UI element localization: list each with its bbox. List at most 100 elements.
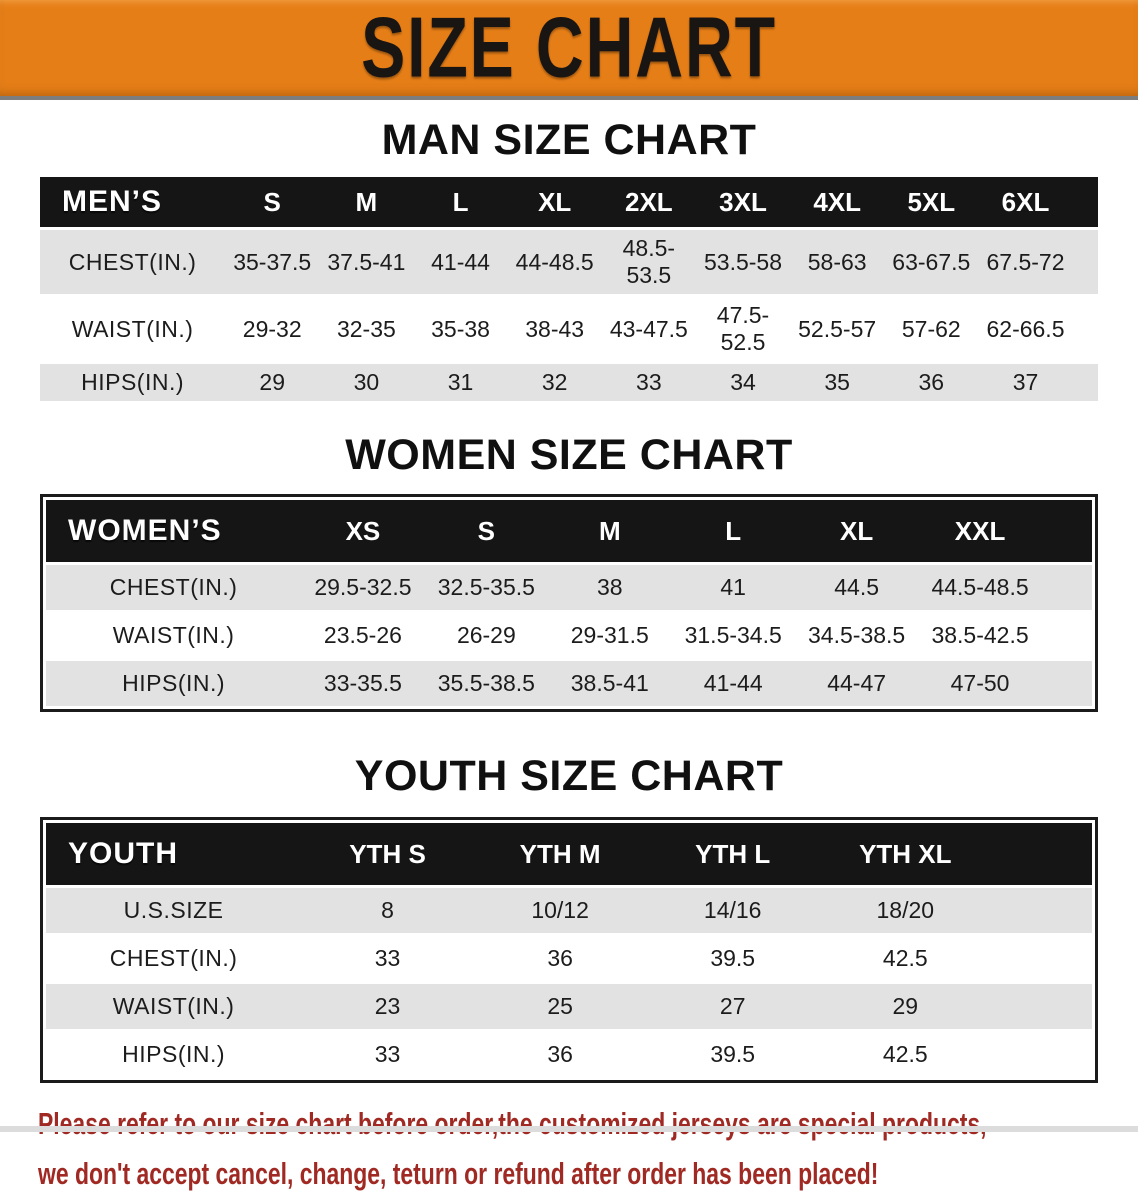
size-cell: 43-47.5 [601,297,696,361]
size-cell: 14/16 [646,888,819,933]
size-cell: 42.5 [819,936,992,981]
youth-table-frame: YOUTH YTH S YTH M YTH L YTH XL U.S.SIZE 8 10/12… [40,817,1098,1083]
youth-section-heading: YOUTH SIZE CHART [354,752,784,800]
size-cell: 36 [473,1032,647,1077]
row-label: HIPS(IN.) [46,1032,302,1077]
row-label: WAIST(IN.) [40,297,226,361]
table-row: CHEST(IN.) 35-37.5 37.5-41 41-44 44-48.5 48.5… [40,230,1098,294]
men-table-frame: MEN’S S M L XL 2XL 3XL 4XL 5XL 6XL CHEST(IN.) 35-37… [40,174,1098,404]
men-table-corner-label: MEN’S [40,177,226,227]
row-label: WAIST(IN.) [46,984,302,1029]
size-cell: 31.5-34.5 [671,613,795,658]
size-cell: 29-32 [225,297,320,361]
header-filler [1041,500,1092,562]
row-label: CHEST(IN.) [46,565,302,610]
size-cell: 44-47 [794,661,919,706]
table-row: WAIST(IN.) 29-32 32-35 35-38 38-43 43-47.5 47.… [40,297,1098,361]
size-cell: 36 [884,364,979,401]
size-cell: 53.5-58 [695,230,791,294]
women-column-header: L [671,500,795,562]
women-header-row: WOMEN’S XS S M L XL XXL [46,500,1092,562]
men-column-header: M [319,177,414,227]
men-column-header: 5XL [884,177,979,227]
size-cell: 37 [978,364,1073,401]
men-column-header: 6XL [978,177,1073,227]
row-filler [1041,565,1092,610]
table-row: CHEST(IN.) 29.5-32.5 32.5-35.5 38 41 44.5 44.5… [46,565,1092,610]
table-row: U.S.SIZE 8 10/12 14/16 18/20 [46,888,1092,933]
row-filler [991,888,1092,933]
row-filler [1072,364,1098,401]
size-cell: 35.5-38.5 [424,661,549,706]
size-cell: 27 [646,984,819,1029]
size-cell: 32 [507,364,602,401]
size-cell: 48.5-53.5 [601,230,696,294]
men-column-header: 4XL [790,177,885,227]
men-column-header: L [413,177,508,227]
size-cell: 26-29 [424,613,549,658]
men-column-header: 3XL [695,177,791,227]
size-cell: 29 [225,364,320,401]
youth-column-header: YTH L [646,823,819,885]
size-cell: 42.5 [819,1032,992,1077]
youth-header-row: YOUTH YTH S YTH M YTH L YTH XL [46,823,1092,885]
table-row: HIPS(IN.) 33 36 39.5 42.5 [46,1032,1092,1077]
size-cell: 67.5-72 [978,230,1073,294]
table-row: WAIST(IN.) 23.5-26 26-29 29-31.5 31.5-34.5 34… [46,613,1092,658]
youth-column-header: YTH XL [819,823,992,885]
size-cell: 8 [301,888,474,933]
row-label: CHEST(IN.) [40,230,226,294]
row-label: WAIST(IN.) [46,613,302,658]
size-cell: 58-63 [790,230,885,294]
men-column-header: XL [507,177,602,227]
table-row: HIPS(IN.) 33-35.5 35.5-38.5 38.5-41 41-44 44-… [46,661,1092,706]
men-size-table: MEN’S S M L XL 2XL 3XL 4XL 5XL 6XL CHEST(IN.) 35-37… [40,174,1098,404]
table-row: HIPS(IN.) 29 30 31 32 33 34 35 36 37 [40,364,1098,401]
row-filler [1041,661,1092,706]
size-cell: 44.5-48.5 [918,565,1042,610]
table-row: CHEST(IN.) 33 36 39.5 42.5 [46,936,1092,981]
size-cell: 39.5 [646,1032,819,1077]
youth-size-table: YOUTH YTH S YTH M YTH L YTH XL U.S.SIZE 8 10/12… [46,820,1092,1080]
men-column-header: 2XL [601,177,696,227]
men-header-row: MEN’S S M L XL 2XL 3XL 4XL 5XL 6XL [40,177,1098,227]
size-cell: 35-37.5 [225,230,320,294]
row-filler [991,984,1092,1029]
row-filler [991,1032,1092,1077]
size-cell: 25 [473,984,647,1029]
size-cell: 52.5-57 [790,297,885,361]
size-cell: 29.5-32.5 [301,565,425,610]
size-cell: 44.5 [794,565,919,610]
women-table-corner-label: WOMEN’S [46,500,302,562]
order-notice: Please refer to our size chart before or… [0,1083,1138,1199]
row-label: HIPS(IN.) [46,661,302,706]
size-cell: 62-66.5 [978,297,1073,361]
women-column-header: M [548,500,672,562]
size-cell: 47.5-52.5 [695,297,791,361]
women-size-section: WOMEN SIZE CHART WOMEN’S XS S M L XL XXL CHEST(I… [0,401,1138,712]
size-cell: 35-38 [413,297,508,361]
size-cell: 44-48.5 [507,230,602,294]
size-cell: 32-35 [319,297,414,361]
size-cell: 10/12 [473,888,647,933]
size-cell: 37.5-41 [319,230,414,294]
size-cell: 23 [301,984,474,1029]
banner: SIZE CHART [0,0,1138,100]
row-filler [1041,613,1092,658]
row-label: HIPS(IN.) [40,364,226,401]
size-cell: 23.5-26 [301,613,425,658]
size-cell: 33-35.5 [301,661,425,706]
bottom-edge-strip [0,1126,1138,1132]
size-cell: 41-44 [671,661,795,706]
women-column-header: XL [794,500,919,562]
size-cell: 38-43 [507,297,602,361]
table-row: WAIST(IN.) 23 25 27 29 [46,984,1092,1029]
size-cell: 41 [671,565,795,610]
size-cell: 29 [819,984,992,1029]
size-cell: 31 [413,364,508,401]
men-column-header: S [225,177,320,227]
size-cell: 18/20 [819,888,992,933]
notice-line-1: Please refer to our size chart before or… [38,1106,987,1141]
size-cell: 38 [548,565,672,610]
